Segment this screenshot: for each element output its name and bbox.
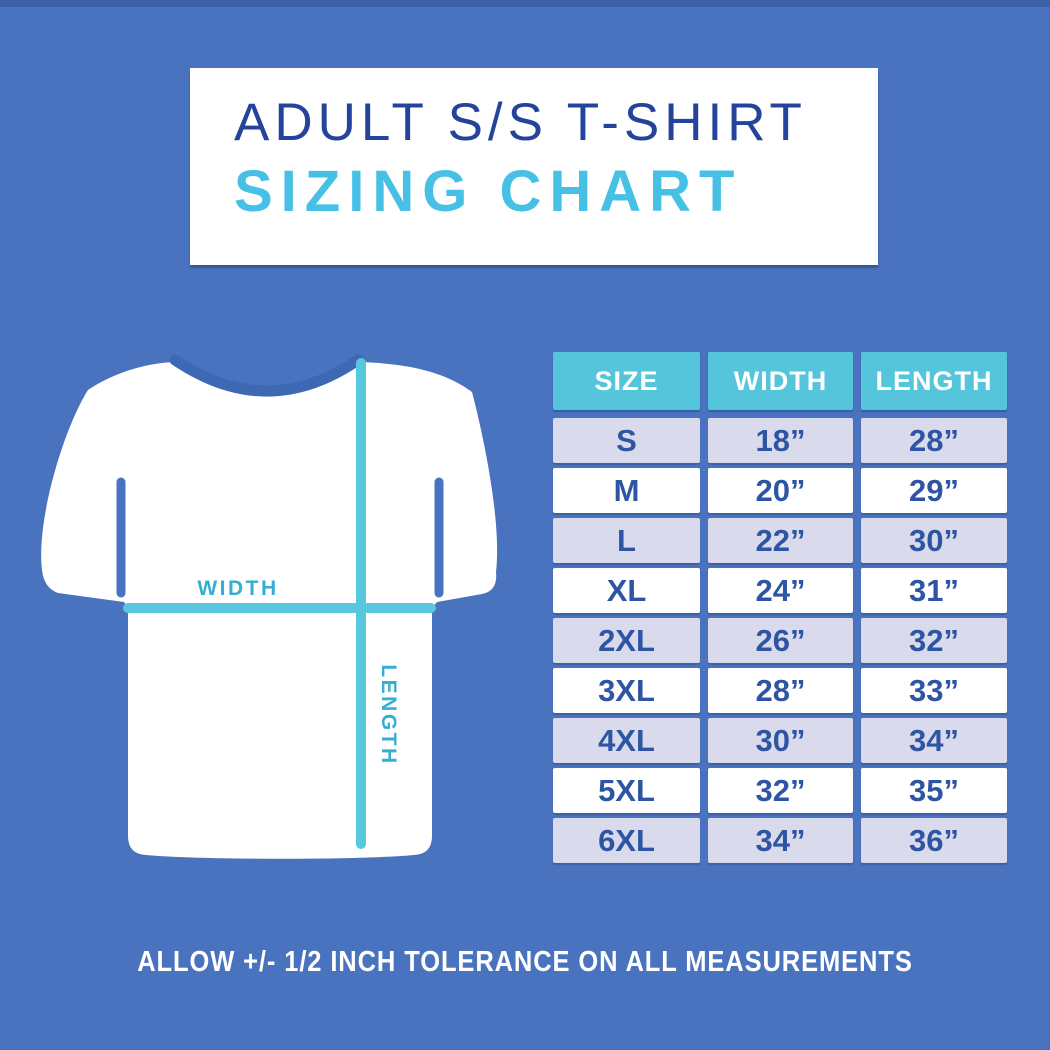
length-value: 31” bbox=[861, 568, 1007, 613]
width-value: 30” bbox=[708, 718, 853, 763]
table-row: XL 24” 31” bbox=[553, 568, 1007, 613]
tolerance-note: ALLOW +/- 1/2 INCH TOLERANCE ON ALL MEAS… bbox=[137, 946, 913, 978]
width-value: 34” bbox=[708, 818, 853, 863]
size-value: 2XL bbox=[553, 618, 700, 663]
top-edge-shade bbox=[0, 0, 1050, 7]
table-row: S 18” 28” bbox=[553, 418, 1007, 463]
table-row: 6XL 34” 36” bbox=[553, 818, 1007, 863]
size-table: SIZE WIDTH LENGTH S 18” 28” M 20” 29” L … bbox=[553, 352, 1007, 868]
tshirt-diagram: WIDTH LENGTH bbox=[20, 330, 540, 890]
tshirt-illustration: WIDTH LENGTH bbox=[41, 354, 498, 859]
width-value: 22” bbox=[708, 518, 853, 563]
width-value: 28” bbox=[708, 668, 853, 713]
column-header-size: SIZE bbox=[553, 352, 700, 410]
length-measure-label: LENGTH bbox=[377, 664, 400, 765]
table-row: 2XL 26” 32” bbox=[553, 618, 1007, 663]
size-value: 6XL bbox=[553, 818, 700, 863]
size-value: 3XL bbox=[553, 668, 700, 713]
width-value: 24” bbox=[708, 568, 853, 613]
table-row: L 22” 30” bbox=[553, 518, 1007, 563]
table-row: M 20” 29” bbox=[553, 468, 1007, 513]
column-header-length: LENGTH bbox=[861, 352, 1007, 410]
width-value: 32” bbox=[708, 768, 853, 813]
length-value: 35” bbox=[861, 768, 1007, 813]
width-measure-label: WIDTH bbox=[197, 577, 278, 600]
table-row: 5XL 32” 35” bbox=[553, 768, 1007, 813]
length-value: 34” bbox=[861, 718, 1007, 763]
size-value: M bbox=[553, 468, 700, 513]
table-header-row: SIZE WIDTH LENGTH bbox=[553, 352, 1007, 410]
width-value: 20” bbox=[708, 468, 853, 513]
length-value: 29” bbox=[861, 468, 1007, 513]
page-subtitle: SIZING CHART bbox=[234, 159, 743, 224]
size-value: 5XL bbox=[553, 768, 700, 813]
page-title: ADULT S/S T-SHIRT bbox=[234, 93, 807, 152]
title-panel: ADULT S/S T-SHIRT SIZING CHART bbox=[190, 68, 878, 265]
width-value: 26” bbox=[708, 618, 853, 663]
size-value: 4XL bbox=[553, 718, 700, 763]
table-row: 3XL 28” 33” bbox=[553, 668, 1007, 713]
length-value: 30” bbox=[861, 518, 1007, 563]
size-value: XL bbox=[553, 568, 700, 613]
column-header-width: WIDTH bbox=[708, 352, 853, 410]
table-row: 4XL 30” 34” bbox=[553, 718, 1007, 763]
length-value: 33” bbox=[861, 668, 1007, 713]
length-value: 28” bbox=[861, 418, 1007, 463]
collar-band bbox=[169, 354, 364, 397]
size-value: S bbox=[553, 418, 700, 463]
length-value: 32” bbox=[861, 618, 1007, 663]
size-value: L bbox=[553, 518, 700, 563]
width-value: 18” bbox=[708, 418, 853, 463]
length-value: 36” bbox=[861, 818, 1007, 863]
